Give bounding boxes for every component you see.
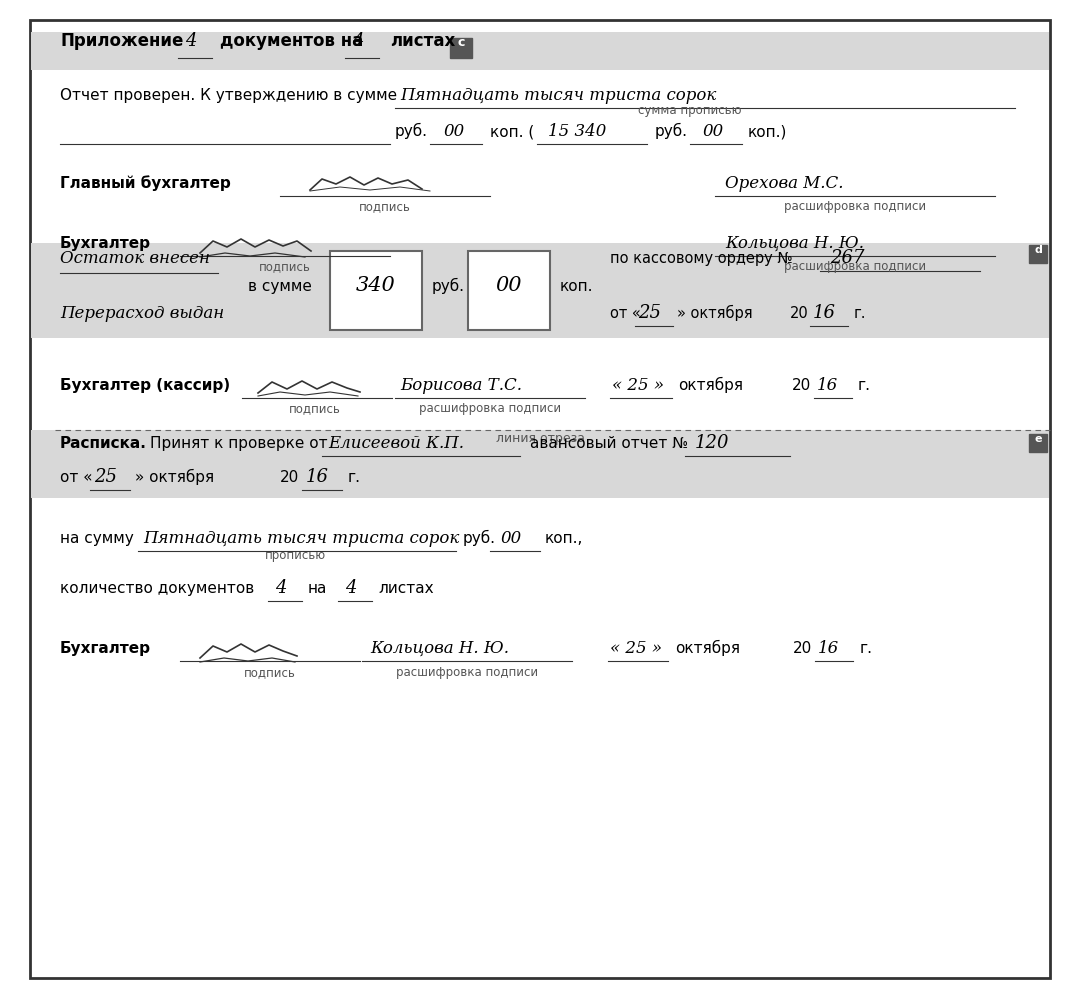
- Text: Елисеевой К.П.: Елисеевой К.П.: [328, 435, 464, 452]
- Text: коп.): коп.): [748, 124, 787, 139]
- Text: Главный бухгалтер: Главный бухгалтер: [60, 176, 231, 191]
- Text: расшифровка подписи: расшифровка подписи: [784, 260, 926, 273]
- Text: Принят к проверке от: Принят к проверке от: [150, 436, 327, 451]
- Bar: [1029, 245, 1047, 263]
- Text: Расписка.: Расписка.: [60, 436, 147, 451]
- Text: по кассовому ордеру №: по кассовому ордеру №: [610, 251, 793, 266]
- Text: руб.: руб.: [432, 277, 465, 294]
- Text: 16: 16: [818, 640, 839, 657]
- Text: » октября: » октября: [677, 304, 753, 321]
- Text: подпись: подпись: [244, 666, 296, 679]
- Text: 00: 00: [702, 123, 724, 140]
- Text: на сумму: на сумму: [60, 531, 134, 546]
- Text: 00: 00: [443, 123, 464, 140]
- Text: 20: 20: [792, 378, 811, 393]
- Text: на: на: [308, 581, 327, 596]
- Bar: [31, 243, 1049, 338]
- Text: г.: г.: [348, 470, 361, 485]
- Text: 20: 20: [280, 470, 299, 485]
- Text: листах: листах: [390, 32, 456, 50]
- Text: 4: 4: [352, 32, 364, 50]
- Text: Бухгалтер: Бухгалтер: [60, 641, 151, 656]
- Text: документов на: документов на: [220, 32, 363, 50]
- Text: линия отреза: линия отреза: [496, 432, 584, 445]
- Bar: [31, 430, 1049, 498]
- Text: 4: 4: [275, 579, 286, 597]
- Text: расшифровка подписи: расшифровка подписи: [784, 200, 926, 213]
- Text: руб.: руб.: [395, 123, 428, 139]
- Text: « 25 »: « 25 »: [612, 377, 664, 394]
- Text: 4: 4: [185, 32, 197, 50]
- Text: коп.: коп.: [561, 279, 594, 294]
- Text: руб.: руб.: [463, 530, 496, 546]
- Text: 267: 267: [831, 249, 864, 267]
- Text: подпись: подпись: [289, 402, 341, 415]
- Text: Орехова М.С.: Орехова М.С.: [725, 175, 843, 192]
- Text: руб.: руб.: [654, 123, 688, 139]
- Text: октября: октября: [678, 377, 743, 393]
- Text: Приложение: Приложение: [60, 32, 184, 50]
- Text: Кольцова Н. Ю.: Кольцова Н. Ю.: [370, 640, 509, 657]
- Text: г.: г.: [858, 378, 870, 393]
- Text: авансовый отчет №: авансовый отчет №: [530, 436, 688, 451]
- Text: октября: октября: [675, 640, 740, 656]
- Text: Пятнадцать тысяч триста сорок: Пятнадцать тысяч триста сорок: [400, 87, 716, 104]
- Text: Кольцова Н. Ю.: Кольцова Н. Ю.: [725, 235, 864, 252]
- Bar: [468, 251, 550, 330]
- Text: c: c: [457, 36, 464, 49]
- Text: Бухгалтер (кассир): Бухгалтер (кассир): [60, 378, 230, 393]
- Text: коп. (: коп. (: [490, 124, 535, 139]
- Text: Бухгалтер: Бухгалтер: [60, 236, 151, 251]
- Text: прописью: прописью: [265, 549, 325, 562]
- Text: от «: от «: [610, 306, 640, 321]
- Text: 25: 25: [94, 468, 117, 486]
- Text: 00: 00: [500, 530, 522, 547]
- Text: расшифровка подписи: расшифровка подписи: [396, 666, 538, 679]
- Text: г.: г.: [860, 641, 873, 656]
- Bar: [1029, 434, 1047, 452]
- Text: « 25 »: « 25 »: [610, 640, 662, 657]
- Text: 16: 16: [813, 304, 836, 322]
- Text: Пятнадцать тысяч триста сорок: Пятнадцать тысяч триста сорок: [143, 530, 459, 547]
- Bar: [330, 251, 422, 330]
- Text: сумма прописью: сумма прописью: [638, 104, 742, 117]
- Text: 16: 16: [306, 468, 329, 486]
- Text: 20: 20: [793, 641, 812, 656]
- Text: 25: 25: [638, 304, 661, 322]
- Text: листах: листах: [378, 581, 434, 596]
- Text: от «: от «: [60, 470, 93, 485]
- Text: в сумме: в сумме: [248, 279, 312, 294]
- Text: г.: г.: [854, 306, 866, 321]
- Text: подпись: подпись: [259, 260, 311, 273]
- Text: Борисова Т.С.: Борисова Т.С.: [400, 377, 522, 394]
- Text: 00: 00: [496, 276, 523, 295]
- Bar: [31, 32, 1049, 70]
- Text: » октября: » октября: [135, 469, 214, 485]
- Text: коп.,: коп.,: [545, 531, 583, 546]
- Text: d: d: [1034, 245, 1042, 255]
- Text: 16: 16: [816, 377, 838, 394]
- Text: 340: 340: [356, 276, 396, 295]
- Text: Перерасход выдан: Перерасход выдан: [60, 305, 225, 322]
- Text: 120: 120: [696, 434, 729, 452]
- Text: количество документов: количество документов: [60, 581, 254, 596]
- Text: подпись: подпись: [359, 200, 410, 213]
- Text: 20: 20: [789, 306, 809, 321]
- Text: e: e: [1035, 434, 1042, 444]
- Text: расшифровка подписи: расшифровка подписи: [419, 402, 562, 415]
- Bar: [450, 38, 472, 58]
- Text: Отчет проверен. К утверждению в сумме: Отчет проверен. К утверждению в сумме: [60, 88, 397, 103]
- Text: 15 340: 15 340: [548, 123, 606, 140]
- Text: 4: 4: [345, 579, 356, 597]
- Text: Остаток внесен: Остаток внесен: [60, 250, 210, 267]
